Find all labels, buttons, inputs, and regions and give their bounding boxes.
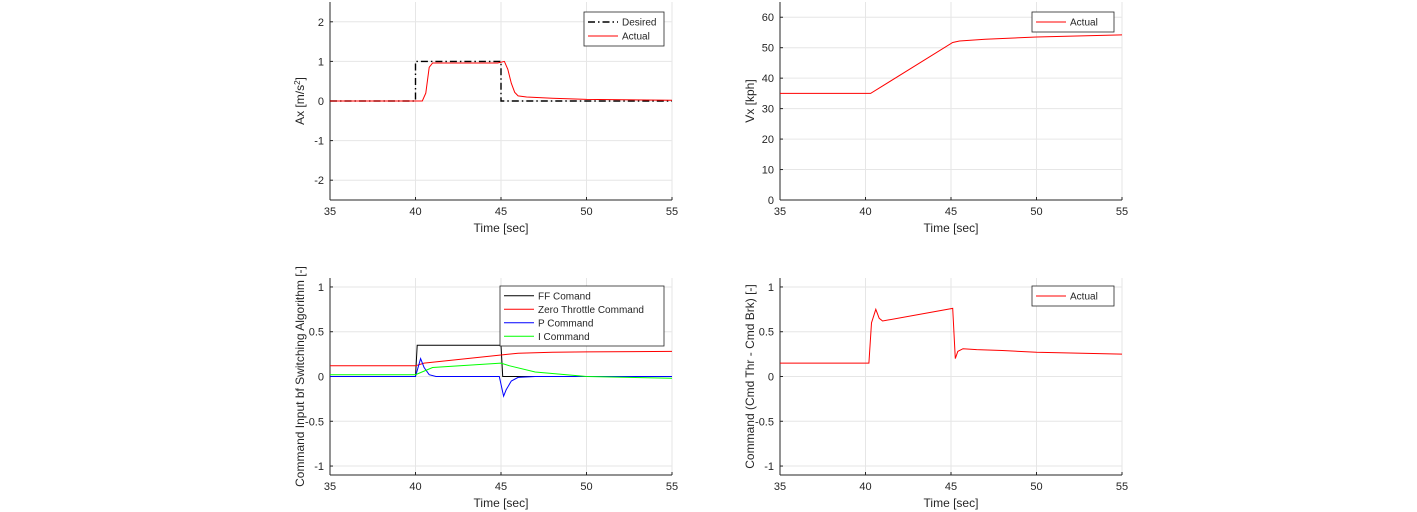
y-tick-label: 1 — [318, 282, 324, 294]
series-line-p-command — [330, 357, 672, 398]
x-tick-label: 45 — [945, 206, 957, 218]
x-tick-label: 35 — [774, 481, 786, 493]
legend-entry-label: I Command — [538, 332, 590, 343]
legend: Desired Actual — [583, 11, 665, 47]
legend-box — [1031, 285, 1115, 307]
y-tick-label: 0 — [318, 96, 324, 108]
legend-box — [1031, 11, 1115, 33]
x-axis-label: Time [sec] — [924, 496, 979, 510]
chart-3: 35 40 45 50 55 -1 -0.5 0 0.5 1 Time [sec] Command I… — [293, 266, 678, 510]
x-tick-label: 40 — [409, 481, 421, 493]
y-tick-label: -2 — [314, 175, 324, 187]
x-tick-label: 40 — [859, 481, 871, 493]
y-tick-label: 30 — [762, 104, 774, 116]
y-tick-label: -1 — [314, 136, 324, 148]
y-tick-label: -0.5 — [305, 416, 324, 428]
series-line-actual — [330, 60, 672, 102]
legend-entry-label: Zero Throttle Command — [538, 305, 644, 316]
series-line-desired — [330, 60, 672, 102]
legend-entry-label: Actual — [1070, 18, 1098, 29]
x-tick-label: 35 — [774, 206, 786, 218]
y-tick-label: 0 — [768, 195, 774, 207]
y-tick-label: -1 — [764, 461, 774, 473]
legend-box — [583, 11, 665, 47]
y-tick-label: -0.5 — [755, 416, 774, 428]
y-tick-label: 60 — [762, 12, 774, 24]
x-axis-label: Time [sec] — [474, 496, 529, 510]
x-tick-label: 35 — [324, 481, 336, 493]
x-tick-label: 35 — [324, 206, 336, 218]
x-tick-label: 45 — [945, 481, 957, 493]
x-tick-label: 40 — [859, 206, 871, 218]
x-tick-label: 50 — [1030, 481, 1042, 493]
x-tick-label: 50 — [1030, 206, 1042, 218]
x-tick-label: 45 — [495, 481, 507, 493]
y-axis-label: Command (Cmd Thr - Cmd Brk) [-] — [743, 284, 757, 468]
y-tick-label: 20 — [762, 134, 774, 146]
series-line-zero-throttle-command — [330, 350, 672, 367]
y-tick-label: 50 — [762, 43, 774, 55]
y-tick-label: 40 — [762, 73, 774, 85]
y-axis-label: Command Input bf Switching Algorithm [-] — [293, 266, 307, 487]
y-tick-label: -1 — [314, 461, 324, 473]
legend-entry-label: Actual — [622, 32, 650, 43]
series-line-actual — [780, 34, 1122, 94]
x-tick-label: 55 — [1116, 206, 1128, 218]
legend: FF Comand Zero Throttle Command P Command I… — [499, 285, 665, 347]
legend: Actual — [1031, 11, 1115, 33]
legend: Actual — [1031, 285, 1115, 307]
x-tick-label: 45 — [495, 206, 507, 218]
x-axis-label: Time [sec] — [924, 221, 979, 235]
legend-entry-label: FF Comand — [538, 291, 591, 302]
y-tick-label: 2 — [318, 17, 324, 29]
legend-entry-label: P Command — [538, 318, 593, 329]
x-tick-label: 50 — [580, 206, 592, 218]
y-tick-label: 10 — [762, 165, 774, 177]
y-tick-label: 0.5 — [309, 327, 324, 339]
chart-2: 35 40 45 50 55 0 10 20 30 40 50 60 Time [sec] Vx [kph… — [743, 2, 1128, 235]
x-tick-label: 55 — [1116, 481, 1128, 493]
y-tick-label: 0 — [318, 372, 324, 384]
chart-1: 35 40 45 50 55 -2 -1 0 1 2 Time [sec] Ax [m/s2] Desi… — [293, 2, 678, 235]
y-axis-label: Vx [kph] — [743, 79, 757, 122]
legend-entry-label: Actual — [1070, 292, 1098, 303]
x-axis-label: Time [sec] — [474, 221, 529, 235]
chart-4: 35 40 45 50 55 -1 -0.5 0 0.5 1 Time [sec] Command (… — [743, 278, 1128, 510]
series-line-actual — [780, 307, 1122, 364]
y-tick-label: 1 — [318, 56, 324, 68]
x-tick-label: 40 — [409, 206, 421, 218]
x-tick-label: 50 — [580, 481, 592, 493]
x-tick-label: 55 — [666, 481, 678, 493]
y-tick-label: 0 — [768, 372, 774, 384]
x-tick-label: 55 — [666, 206, 678, 218]
y-tick-label: 0.5 — [759, 327, 774, 339]
y-tick-label: 1 — [768, 282, 774, 294]
y-axis-label: Ax [m/s2] — [293, 77, 308, 125]
legend-entry-label: Desired — [622, 18, 656, 29]
series-line-i-command — [330, 362, 672, 379]
